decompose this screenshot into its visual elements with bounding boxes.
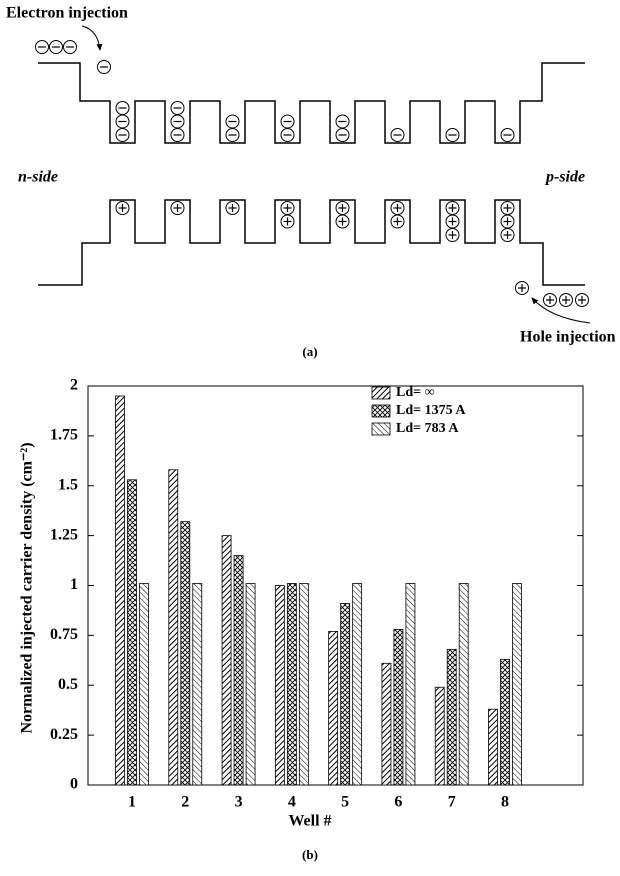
electron [35, 40, 49, 54]
y-tick-label: 2 [70, 377, 78, 394]
bar [434, 686, 445, 786]
chart: 0 0.25 0.5 0.75 1 1.25 1.5 1.75 2 1 2 3 4 5 6 7 8 Ld= ∞ Ld… [50, 377, 584, 811]
bar [298, 583, 309, 786]
band-diagram [35, 25, 591, 324]
electron [97, 60, 111, 74]
x-tick-label: 8 [501, 794, 509, 811]
arrow [531, 297, 591, 324]
hole [559, 293, 573, 307]
electron [500, 128, 515, 142]
x-tick-label: 7 [448, 794, 456, 811]
x-tick-label: 2 [181, 794, 189, 811]
x-axis-label: Well # [288, 813, 331, 830]
hole [515, 281, 529, 295]
bar [274, 585, 285, 786]
bar [286, 583, 297, 786]
bar [127, 479, 137, 786]
bar [458, 583, 469, 786]
electron [63, 40, 77, 54]
y-tick-label: 0 [70, 776, 78, 793]
legend-swatch [371, 404, 391, 418]
electron [280, 114, 295, 129]
electron [225, 114, 240, 129]
p-label: p-side [544, 169, 585, 186]
y-tick-label: 0.25 [50, 726, 78, 743]
hole [500, 228, 515, 242]
hole [170, 201, 185, 215]
hole [575, 293, 589, 307]
electron [335, 114, 350, 129]
hole [280, 214, 295, 229]
bar [221, 535, 232, 786]
hole [445, 228, 460, 242]
bar [512, 583, 522, 786]
valence-band [38, 199, 585, 286]
legend-label: Ld= ∞ [396, 385, 435, 400]
x-tick-label: 1 [128, 794, 136, 811]
bar [139, 583, 149, 786]
conduction-band [38, 62, 585, 144]
y-tick-label: 1.25 [50, 526, 78, 543]
bar [245, 583, 256, 786]
x-tick-label: 6 [394, 794, 402, 811]
y-tick-label: 0.75 [50, 626, 78, 643]
bar [115, 395, 125, 786]
y-tick-label: 1.75 [50, 427, 78, 444]
bar [381, 662, 392, 786]
bar [340, 603, 351, 786]
bar [500, 658, 510, 786]
legend-label: Ld= 783 A [396, 421, 459, 436]
bar [488, 708, 498, 786]
electron [170, 101, 185, 115]
bar [192, 583, 203, 786]
x-tick-label: 4 [288, 794, 296, 811]
y-tick-label: 1.5 [58, 476, 78, 493]
electron [115, 101, 130, 115]
bar [446, 648, 457, 786]
y-tick-label: 0.5 [58, 676, 78, 693]
bar [352, 583, 363, 786]
hole-label: Hole injection [520, 329, 616, 346]
legend-swatch [371, 422, 391, 436]
bar [393, 628, 404, 786]
hole [390, 214, 405, 229]
hole [335, 214, 350, 229]
bar [233, 555, 244, 786]
caption-a: (a) [302, 344, 317, 359]
legend-label: Ld= 1375 A [396, 403, 466, 418]
bar [328, 630, 339, 786]
hole [225, 201, 240, 215]
electron [390, 128, 405, 142]
legend-swatch [371, 386, 391, 400]
electron [49, 40, 63, 54]
y-axis-label: Normalized injected carrier density (cm⁻… [19, 442, 36, 733]
hole [543, 293, 557, 307]
hole [115, 201, 130, 215]
bar [168, 469, 179, 786]
arrow [81, 25, 103, 51]
electron [445, 128, 460, 142]
x-tick-label: 5 [341, 794, 349, 811]
y-tick-label: 1 [70, 576, 78, 593]
x-tick-label: 3 [235, 794, 243, 811]
caption-b: (b) [302, 847, 318, 862]
bar [180, 521, 191, 786]
bar [405, 583, 416, 786]
n-label: n-side [18, 169, 58, 186]
electron-label: Electron injection [6, 5, 128, 22]
